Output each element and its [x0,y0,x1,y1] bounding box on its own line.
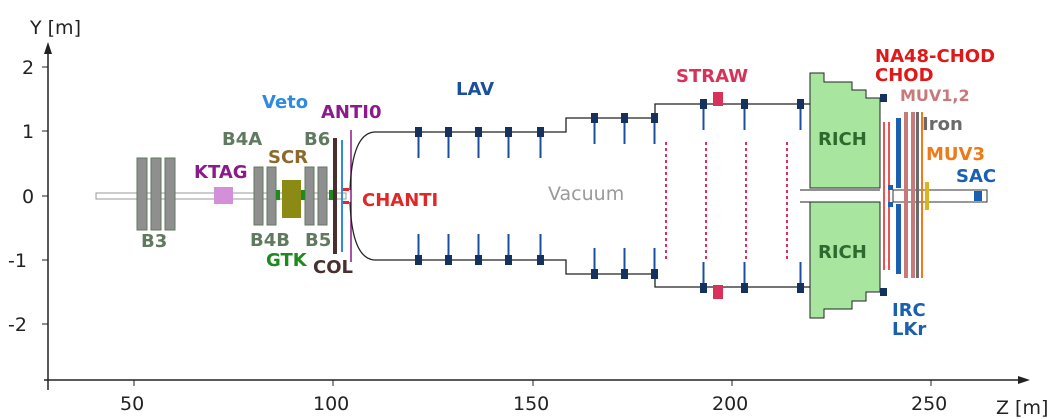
b3-magnet-3 [164,157,176,231]
lav-station-6-bottom [591,269,598,279]
chanti-detector [343,188,349,204]
lav-station-9-top [700,99,707,109]
lav-station-10-top [741,99,748,109]
rich-top-vessel [809,72,881,189]
sac-detector [974,191,982,201]
lav-station-1-top [415,127,422,137]
x-tick-50: 50 [120,393,144,415]
muv-beam-hole-insert [925,182,929,210]
iron-wall [916,112,919,278]
ktag-detector [214,187,233,204]
straw-magnet-top [713,92,723,106]
b3-magnet-2 [150,157,162,231]
lav-station-5-top [537,127,544,137]
lav-station-9-bottom [700,283,707,293]
y-tick-1: 1 [22,121,34,143]
x-tick-200: 200 [712,393,748,415]
lav-station-10-bottom [741,283,748,293]
rich-end-cap-top [880,94,887,102]
veto-label: Veto [262,92,308,113]
lav-station-11-bottom [797,283,804,293]
b5-label: B5 [305,230,331,251]
b4b-label: B4B [250,230,290,251]
lav-station-11-top [797,99,804,109]
gtk-stations [276,190,333,200]
b3-label: B3 [141,231,167,252]
lav-station-8-bottom [651,269,658,279]
scr-detector [282,180,301,218]
irc-detector-bottom [888,202,893,207]
col-label: COL [313,257,353,278]
lav-station-8-top [651,113,658,123]
lav-station-4-top [505,127,512,137]
b3-magnet-1 [136,157,148,231]
b4a-magnet [253,166,264,226]
b6-label: B6 [304,129,330,150]
x-tick-150: 150 [513,393,549,415]
muv3-detector [921,112,923,278]
x-tick-250: 250 [911,393,947,415]
chanti-label: CHANTI [362,190,438,211]
muv12-label: MUV1,2 [900,86,970,105]
gtk-station-3 [329,190,333,200]
y-axis: Y [m] 2 1 0 -1 -2 [8,17,81,390]
lav-station-6-top [591,113,598,123]
b5-magnet [304,166,315,226]
lav-station-3-top [475,127,482,137]
b6-magnet [317,166,328,226]
straw-magnet-bottom [713,285,723,299]
lav-station-4-bottom [505,255,512,265]
x-tick-100: 100 [313,393,349,415]
ktag-label: KTAG [194,162,248,183]
lav-label: LAV [456,79,494,100]
y-tick-minus1: -1 [8,250,27,272]
rich-bottom-vessel [809,201,881,319]
iron-label: Iron [922,114,963,135]
vacuum-label: Vacuum [548,183,624,205]
lav-station-5-bottom [537,255,544,265]
lav-station-7-bottom [621,269,628,279]
rich-end-cap-bottom [880,288,887,296]
gtk-label: GTK [266,250,308,271]
lav-stations [415,99,804,293]
irc-label: IRC [892,300,926,321]
x-axis: Z [m] 50 100 150 200 250 [44,376,1048,419]
na48-chod-label: NA48-CHOD [875,46,995,67]
y-tick-2: 2 [22,57,34,79]
gtk-station-2 [301,190,305,200]
b4b-magnet [266,166,277,226]
lav-station-7-top [621,113,628,123]
y-axis-title: Y [m] [29,17,81,39]
muv12-detectors [904,112,915,278]
straw-label: STRAW [676,66,748,87]
b4a-label: B4A [222,129,262,150]
muv3-label: MUV3 [926,144,985,165]
rich-bottom-label: RICH [818,242,867,263]
sac-label: SAC [956,166,996,187]
lav-station-2-bottom [445,255,452,265]
lkr-label: LKr [892,319,926,340]
straw-chambers [665,92,788,299]
y-tick-0: 0 [22,186,34,208]
chod-detectors [883,122,890,270]
y-tick-minus2: -2 [8,314,27,336]
lav-station-2-top [445,127,452,137]
x-axis-title: Z [m] [996,397,1048,419]
anti0-label: ANTI0 [321,102,382,123]
rich-detector [809,72,881,319]
irc-detector-top [888,185,893,190]
lkr-calorimeter [896,118,901,274]
b3-magnets [136,157,176,231]
lav-station-1-bottom [415,255,422,265]
rich-top-label: RICH [818,129,867,150]
gtk-station-1 [276,190,280,200]
collimator [333,138,337,254]
lav-station-3-bottom [475,255,482,265]
scr-label: SCR [268,147,308,168]
chod-label: CHOD [875,65,934,86]
